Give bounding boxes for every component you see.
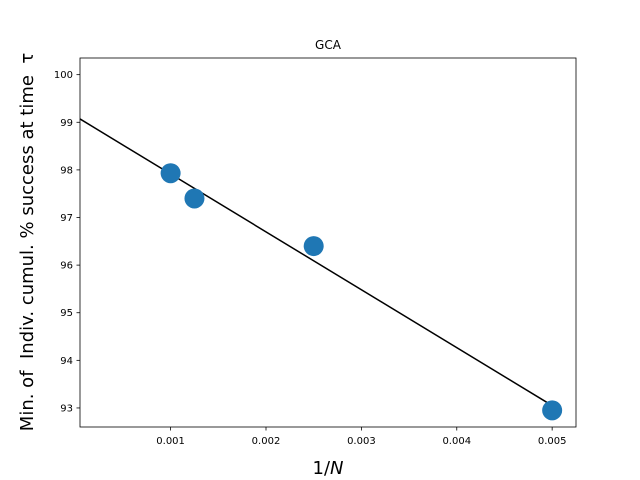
y-tick-label: 96 <box>60 261 73 272</box>
x-tick-label: 0.004 <box>442 436 471 447</box>
x-axis-label: 1/N <box>313 458 344 479</box>
x-tick-label: 0.002 <box>252 436 281 447</box>
y-tick-label: 100 <box>54 70 73 81</box>
ticks-layer: 0.001 0.002 0.003 0.004 0.005 93 94 95 96 97 98 99 1… <box>54 70 567 447</box>
data-point-3 <box>303 236 324 257</box>
y-tick-label: 95 <box>60 308 73 319</box>
y-tick-label: 99 <box>60 118 73 129</box>
data-point-2 <box>184 188 205 209</box>
data-point-1 <box>160 163 181 184</box>
y-tick-label: 97 <box>60 213 73 224</box>
x-tick-label: 0.005 <box>538 436 567 447</box>
y-tick-label: 93 <box>60 403 73 414</box>
marks-layer <box>79 118 563 421</box>
plot-area <box>80 58 576 427</box>
y-tick-label: 98 <box>60 165 73 176</box>
x-tick-label: 0.003 <box>347 436 376 447</box>
fit-line <box>79 118 553 407</box>
y-axis-label: Min. of Indiv. cumul. % success at time … <box>17 53 38 431</box>
data-point-4 <box>542 400 563 421</box>
y-tick-label: 94 <box>60 356 73 367</box>
x-tick-label: 0.001 <box>156 436 185 447</box>
plot-frame <box>79 57 577 428</box>
chart-title: GCA <box>315 38 342 52</box>
